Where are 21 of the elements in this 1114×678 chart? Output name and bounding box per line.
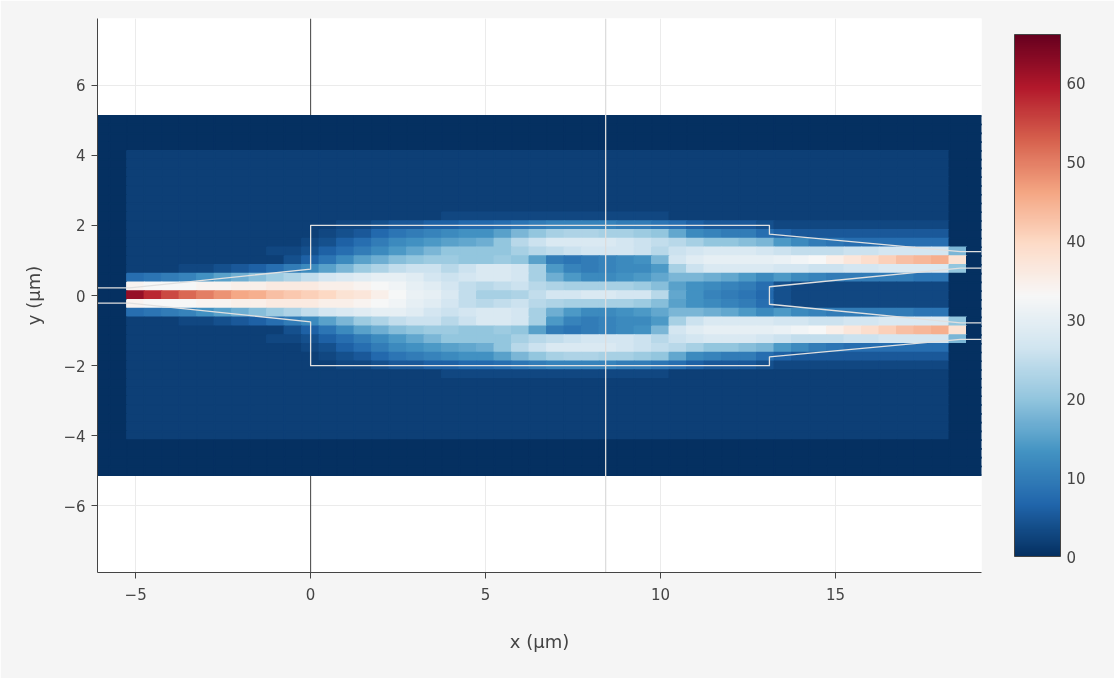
color-bar-label: 40 [1066,233,1086,252]
y-tick-label: 6 [75,77,86,96]
y-tick-label: −4 [63,427,86,446]
y-tick-label: 0 [75,287,86,306]
x-tick-label: 0 [305,585,316,604]
color-bar-label: 30 [1066,311,1086,330]
x-tick-label: 5 [480,585,491,604]
color-bar-label: 0 [1066,548,1077,567]
y-tick-label: 2 [75,217,86,236]
x-tick-label: 10 [651,585,671,604]
y-tick-label: −6 [63,497,86,516]
color-bar-label: 10 [1066,469,1086,488]
x-axis-title: x (µm) [509,630,570,652]
x-tick-label: 15 [826,585,846,604]
color-bar-label: 20 [1066,390,1086,409]
x-tick-label: −5 [124,585,147,604]
color-bar-label: 60 [1066,75,1086,94]
y-tick-label: −2 [63,357,86,376]
color-bar-label: 50 [1066,154,1086,173]
y-axis-title: y (µm) [23,265,45,326]
y-tick-label: 4 [75,147,86,166]
